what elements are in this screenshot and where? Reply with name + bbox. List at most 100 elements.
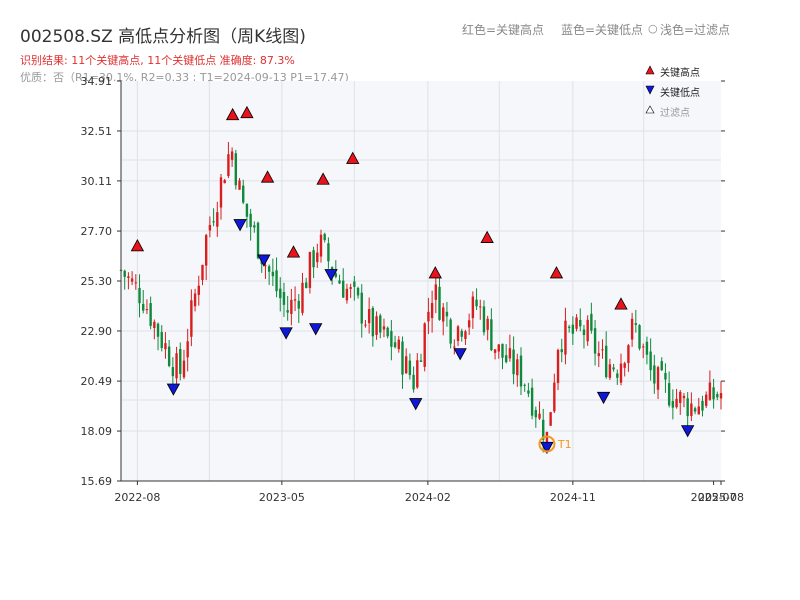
legend-low-triangle-icon xyxy=(645,85,655,95)
candle-body xyxy=(434,284,438,300)
key-low-marker xyxy=(166,383,181,396)
candle-body xyxy=(630,318,634,340)
candle-body xyxy=(164,343,167,350)
x-tick-label: 2024-11 xyxy=(550,491,596,504)
candle-body xyxy=(419,360,423,362)
candle-body xyxy=(245,203,249,217)
candle-body xyxy=(638,325,641,349)
candle-body xyxy=(427,311,430,322)
candle-body xyxy=(693,408,697,412)
candle-body xyxy=(123,270,126,277)
candle-body xyxy=(360,292,363,324)
candle-body xyxy=(704,394,708,406)
candle-body xyxy=(623,363,626,368)
y-tick-label: 22.90 xyxy=(81,325,113,338)
candle-body xyxy=(553,382,556,412)
candle-body xyxy=(249,213,252,228)
candle-body xyxy=(227,154,230,176)
key-high-marker xyxy=(240,105,254,119)
candle-body xyxy=(353,281,356,287)
candle-body xyxy=(149,303,152,326)
candle-body xyxy=(590,313,593,331)
candle-body xyxy=(242,185,245,203)
result-summary: 识别结果: 11个关键高点, 11个关键低点 准确度: 87.3% xyxy=(20,54,295,67)
candle-body xyxy=(412,374,415,390)
key-high-marker xyxy=(549,266,564,279)
candle-body xyxy=(393,342,397,348)
candle-body xyxy=(145,309,149,311)
candle-body xyxy=(719,393,723,399)
candle-body xyxy=(575,317,578,329)
candle-body xyxy=(716,394,719,398)
candle-body xyxy=(645,341,649,355)
x-tick-label: 2023-05 xyxy=(259,491,305,504)
candle-body xyxy=(319,234,323,257)
candle-body xyxy=(167,346,171,366)
candle-body xyxy=(549,412,552,426)
candle-body xyxy=(356,287,360,296)
y-tick-label: 15.69 xyxy=(81,475,113,488)
candle-body xyxy=(642,346,645,348)
candle-body xyxy=(556,349,560,383)
candle-body xyxy=(323,233,326,241)
key-low-marker xyxy=(324,269,338,282)
key-high-marker xyxy=(480,230,494,243)
candle-body xyxy=(286,310,289,313)
candle-body xyxy=(442,307,445,322)
candle-body xyxy=(290,299,293,314)
candle-body xyxy=(316,252,319,263)
candle-body xyxy=(604,345,608,378)
candle-body xyxy=(430,302,434,319)
candle-body xyxy=(390,331,393,347)
candle-body xyxy=(479,306,482,308)
x-tick-label: 2025-07 xyxy=(691,491,737,504)
candle-body xyxy=(501,343,504,358)
candle-body xyxy=(682,395,686,399)
x-axis-ticks: 2022-08 2023-05 2024-02 2024-11 2025-072025-… xyxy=(114,481,744,504)
candle-body xyxy=(582,329,586,336)
key-high-marker xyxy=(428,266,442,279)
candle-body xyxy=(456,326,460,341)
candle-body xyxy=(486,318,489,330)
candle-body xyxy=(597,353,600,357)
candle-body xyxy=(475,299,478,307)
candle-body xyxy=(627,345,630,364)
candle-body xyxy=(271,271,275,277)
candle-body xyxy=(171,367,175,377)
candle-body xyxy=(212,221,215,223)
candle-body xyxy=(134,282,138,284)
candle-body xyxy=(408,360,412,376)
key-low-marker xyxy=(453,348,467,361)
candle-body xyxy=(567,326,571,328)
candle-body xyxy=(160,331,163,348)
top-legend-hollow: 浅色=过滤点 xyxy=(660,23,731,37)
candle-body xyxy=(204,235,208,266)
candle-body xyxy=(342,280,345,298)
legend-low-label: 关键低点 xyxy=(660,86,700,99)
candle-body xyxy=(653,365,656,384)
candle-body xyxy=(304,282,308,289)
y-tick-label: 34.91 xyxy=(81,75,113,88)
candle-body xyxy=(379,315,382,333)
grid-lines xyxy=(121,81,721,481)
key-low-marker xyxy=(309,323,323,336)
candle-body xyxy=(127,276,130,278)
candle-body xyxy=(312,250,315,268)
y-tick-label: 18.09 xyxy=(81,425,113,438)
candle-body xyxy=(182,360,186,378)
page-title: 002508.SZ 高低点分析图（周K线图) xyxy=(20,27,306,47)
candle-body xyxy=(686,398,689,417)
candle-body xyxy=(560,349,563,353)
candle-body xyxy=(660,361,663,371)
candle-body xyxy=(201,264,204,281)
legend-filtered-triangle-icon xyxy=(645,105,655,114)
candle-body xyxy=(375,316,378,335)
candle-body xyxy=(571,324,575,334)
candle-body xyxy=(382,326,386,330)
candle-body xyxy=(445,311,449,317)
candle-body xyxy=(593,328,597,354)
candle-body xyxy=(612,367,615,370)
candle-body xyxy=(453,346,456,348)
x-tick-label: 2022-08 xyxy=(114,491,160,504)
candle-body xyxy=(156,323,160,337)
